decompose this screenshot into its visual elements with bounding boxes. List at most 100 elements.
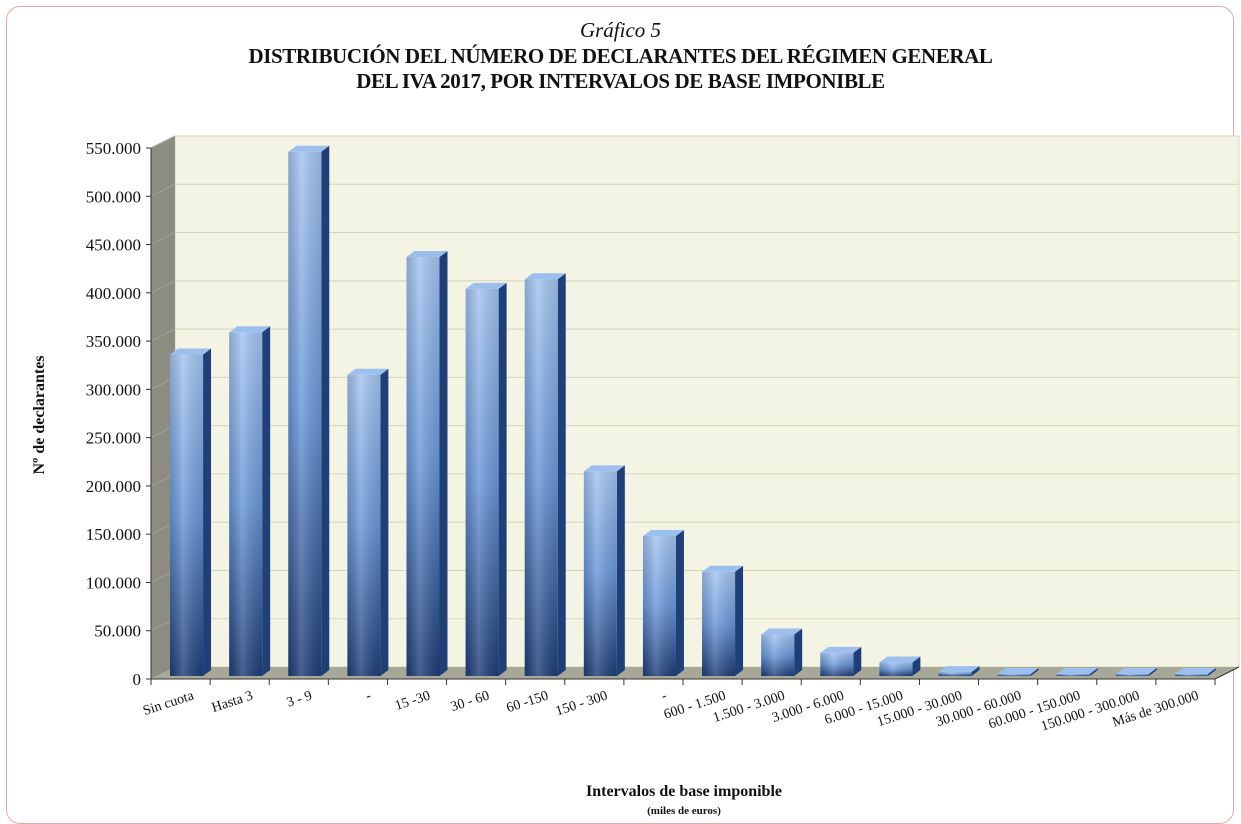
bar-shading — [820, 652, 854, 676]
bar — [761, 628, 803, 676]
y-tick-label: 350.000 — [86, 332, 141, 351]
bar-top — [820, 646, 862, 653]
y-tick-label: 100.000 — [86, 573, 141, 592]
y-axis: 0 50.000 100.000 150.000 200.000 250.000 300.0… — [86, 139, 152, 689]
bar-side — [794, 628, 803, 676]
plot-side-wall — [151, 136, 175, 679]
bar-shading — [288, 151, 322, 676]
x-tick-label: - — [364, 688, 373, 704]
x-axis-title: Intervalos de base imponible — [586, 783, 782, 800]
bar-side — [1148, 668, 1157, 676]
gridline-side — [150, 135, 176, 149]
bar-top — [642, 530, 684, 537]
y-tick-label: 450.000 — [86, 236, 141, 255]
y-tick-label: 200.000 — [86, 477, 141, 496]
bar-shading — [524, 279, 558, 676]
bar — [642, 530, 684, 676]
bar-top — [406, 250, 448, 257]
bar — [406, 250, 448, 676]
bar-side — [971, 666, 980, 676]
y-axis-title: Nº de declarantes — [31, 355, 48, 474]
bar — [347, 368, 389, 676]
y-tick-label: 300.000 — [86, 380, 141, 399]
bar-top — [288, 145, 330, 152]
bar-top — [524, 273, 566, 280]
bar-side — [853, 646, 862, 676]
bar-side — [203, 348, 212, 676]
bar — [879, 656, 921, 676]
bar-shading — [229, 332, 263, 676]
bar-shading — [1056, 674, 1090, 676]
bars — [170, 145, 1216, 676]
bar-top — [229, 326, 271, 333]
bar-side — [262, 326, 271, 676]
bar-top — [879, 656, 921, 663]
bar — [288, 145, 330, 676]
bar — [820, 646, 862, 676]
x-tick-label: 30 - 60 — [449, 689, 491, 716]
bar-shading — [406, 256, 440, 676]
gridline-side — [150, 183, 176, 197]
y-tick-label: 50.000 — [94, 622, 141, 641]
gridline-side — [150, 280, 176, 294]
y-tick-label: 250.000 — [86, 429, 141, 448]
bar-shading — [642, 536, 676, 676]
bar-shading — [347, 374, 381, 676]
bar — [938, 666, 980, 676]
bar — [1115, 668, 1157, 676]
x-tick-label: 150 - 300 — [554, 689, 610, 720]
bar-top — [583, 465, 625, 472]
bar-shading — [583, 471, 617, 676]
x-tick-label: 60 -150 — [505, 689, 551, 717]
chart-title-line-2: DEL IVA 2017, POR INTERVALOS DE BASE IMP… — [356, 69, 885, 93]
bar-top — [761, 628, 803, 635]
bar — [1056, 668, 1098, 676]
x-tick-label: Hasta 3 — [210, 689, 255, 716]
bar-top — [347, 368, 389, 375]
gridline-side — [150, 328, 176, 342]
bar-shading — [170, 354, 204, 676]
bar-top — [938, 666, 980, 673]
bar-side — [1030, 668, 1039, 676]
y-tick-label: 500.000 — [86, 187, 141, 206]
bar-top — [702, 565, 744, 572]
bar-top — [997, 668, 1039, 674]
y-tick-label: 150.000 — [86, 525, 141, 544]
chart-title-line-1: DISTRIBUCIÓN DEL NÚMERO DE DECLARANTES D… — [248, 44, 993, 68]
bar-side — [498, 282, 507, 676]
bar-shading — [465, 288, 499, 676]
bar-side — [735, 565, 744, 676]
x-tick-label: 3 - 9 — [285, 689, 314, 711]
y-tick-label: 0 — [133, 670, 142, 689]
bar-top — [170, 348, 212, 355]
x-axis-subtitle: (miles de euros) — [647, 805, 721, 817]
bar-side — [321, 145, 330, 676]
x-tick-label: - — [660, 688, 669, 704]
gridline-side — [150, 232, 176, 245]
bar — [465, 282, 507, 676]
bar — [997, 668, 1039, 676]
chart-title: DISTRIBUCIÓN DEL NÚMERO DE DECLARANTES D… — [0, 44, 1241, 94]
x-tick-label: Sin cuota — [141, 688, 196, 719]
bar-side — [1089, 668, 1098, 676]
x-tick-label: 15 -30 — [393, 689, 432, 714]
bar-side — [912, 656, 921, 676]
bar — [583, 465, 625, 676]
bar-shading — [702, 571, 736, 676]
y-tick-label: 550.000 — [86, 139, 141, 158]
bar-shading — [938, 672, 972, 676]
bar-side — [1207, 668, 1216, 676]
bar — [702, 565, 744, 676]
bar-shading — [1115, 674, 1149, 676]
bar-side — [380, 368, 389, 676]
x-axis-depth-line — [1214, 666, 1240, 680]
bar-side — [557, 273, 566, 676]
bar-side — [439, 250, 448, 676]
bar — [229, 326, 271, 676]
chart-subtitle: Gráfico 5 — [579, 18, 662, 42]
bar-shading — [1174, 674, 1208, 676]
bar-top — [1056, 668, 1098, 674]
bar-shading — [761, 634, 795, 676]
bar-top — [465, 282, 507, 289]
bar-top — [1115, 668, 1157, 674]
